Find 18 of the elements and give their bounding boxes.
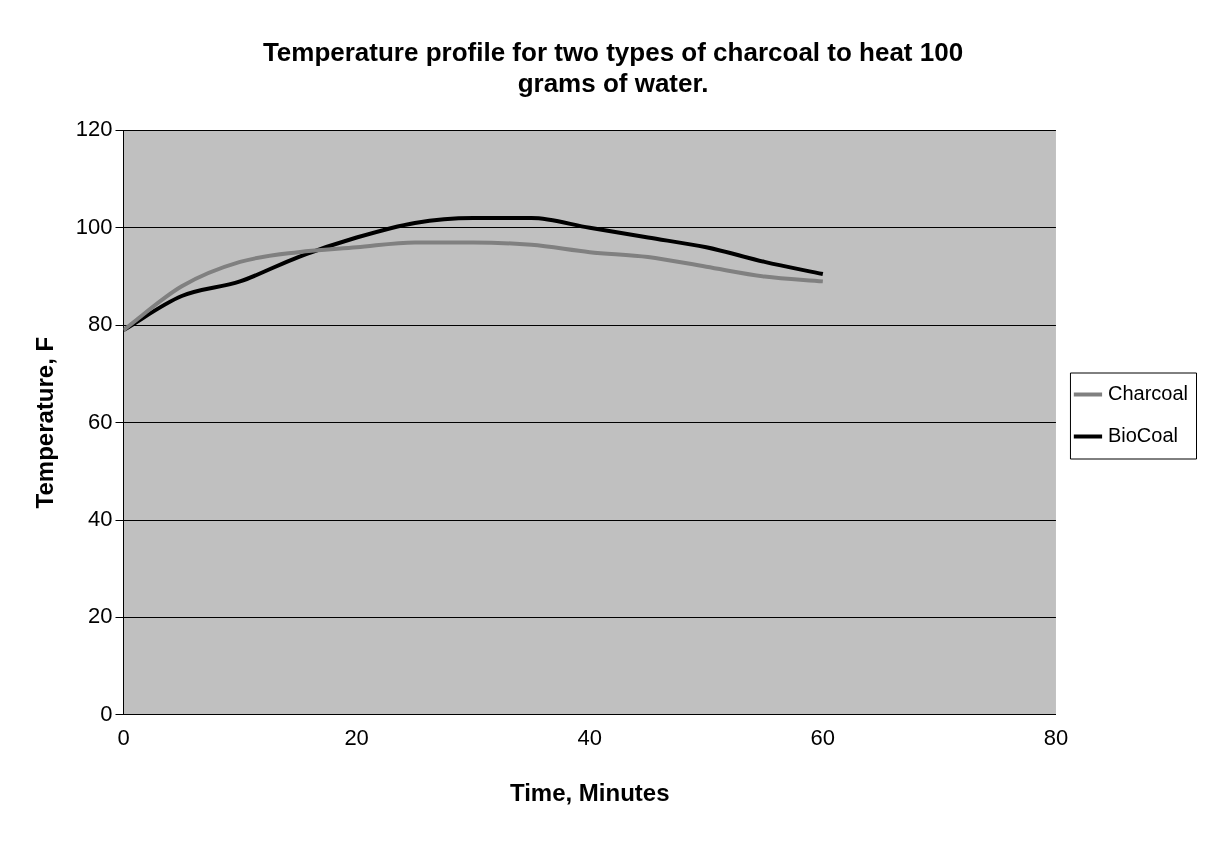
x-tick-label: 80	[1043, 725, 1069, 751]
y-tick-label: 80	[88, 311, 113, 337]
y-tick-label: 0	[100, 700, 113, 726]
x-tick-label: 60	[810, 725, 836, 751]
line-series	[123, 240, 825, 333]
x-axis-title: Time, Minutes	[509, 779, 670, 807]
y-axis-title: Temperature, F	[31, 336, 59, 509]
y-tick-label: 60	[88, 408, 113, 434]
x-tick-label: 0	[117, 725, 130, 751]
y-tick-label: 20	[88, 603, 113, 629]
chart-title: Temperature profile for two types of charcoal to heat 100 grams of water.	[262, 36, 964, 98]
y-tick-label: 40	[88, 506, 113, 532]
y-tick-label: 100	[75, 213, 113, 239]
legend-label: BioCoal	[1107, 424, 1179, 447]
x-tick-label: 40	[577, 725, 602, 751]
y-tick-label: 120	[75, 116, 113, 142]
legend-label: Charcoal	[1107, 382, 1189, 405]
x-tick-label: 20	[344, 725, 369, 751]
